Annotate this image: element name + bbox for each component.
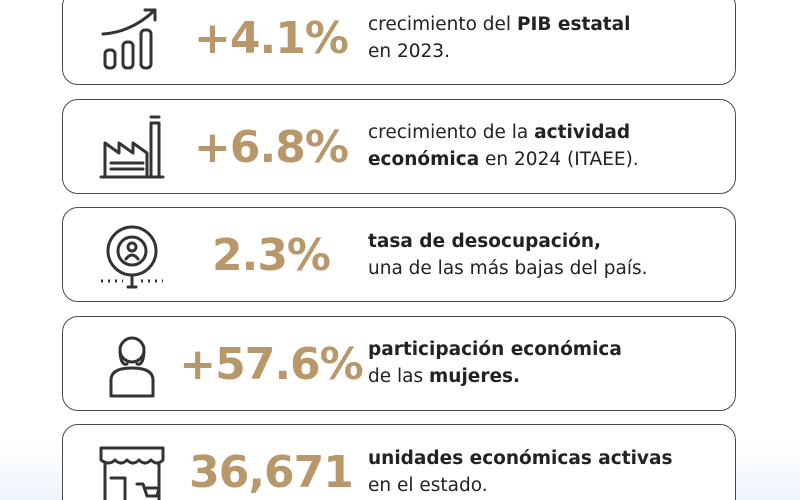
description-line: crecimiento del PIB estatal	[368, 11, 630, 38]
icon	[97, 221, 167, 291]
description-line: económica en 2024 (ITAEE).	[368, 146, 639, 173]
bold-text: tasa de desocupación,	[368, 230, 602, 252]
stat-value: +57.6%	[179, 338, 364, 390]
description-line: de las mujeres.	[368, 363, 622, 390]
description: tasa de desocupación, una de las más baja…	[368, 228, 648, 282]
description: unidades económicas activas en el estado.	[368, 445, 672, 499]
text: en 2023.	[368, 40, 450, 62]
bold-text: económica	[368, 149, 480, 170]
bold-text: unidades económicas activas	[368, 447, 673, 469]
icon	[97, 4, 167, 74]
stat-card: 2.3% tasa de desocupación, una de las más …	[62, 207, 736, 302]
stat-card: 36,671 unidades económicas activas en el e…	[62, 424, 736, 500]
description-line: una de las más bajas del país.	[368, 255, 648, 282]
text: en 2024 (ITAEE).	[479, 149, 639, 170]
text: una de las más bajas del país.	[368, 257, 648, 279]
bold-text: participación económica	[368, 339, 622, 360]
icon	[97, 113, 167, 183]
stat-value: +4.1%	[194, 13, 349, 64]
stat-card: +57.6% participación económica de las muje…	[62, 315, 736, 411]
description-line: crecimiento de la actividad	[368, 119, 639, 146]
stat-card: +4.1% crecimiento del PIB estatal en 2023.	[62, 0, 736, 85]
stat-value: 36,671	[189, 447, 354, 498]
description-line: unidades económicas activas	[368, 445, 672, 472]
description-line: en el estado.	[368, 472, 672, 499]
bold-text: mujeres.	[429, 366, 521, 387]
description: crecimiento de la actividad económica en …	[368, 119, 639, 173]
stat-card: +6.8% crecimiento de la actividad económic…	[62, 98, 736, 194]
description-line: participación económica	[368, 336, 622, 363]
icon	[97, 330, 167, 400]
icon	[97, 438, 167, 500]
text: en el estado.	[368, 474, 488, 496]
description-line: tasa de desocupación,	[368, 228, 648, 255]
bold-text: actividad	[534, 122, 631, 143]
bold-text: PIB estatal	[516, 13, 631, 35]
stat-value: 2.3%	[211, 230, 331, 281]
description: participación económica de las mujeres.	[368, 336, 622, 390]
stat-value: +6.8%	[194, 121, 349, 173]
text: crecimiento de la	[368, 122, 535, 143]
text: de las	[368, 366, 430, 387]
description: crecimiento del PIB estatal en 2023.	[368, 11, 630, 65]
text: crecimiento del	[368, 13, 517, 35]
description-line: en 2023.	[368, 38, 630, 65]
